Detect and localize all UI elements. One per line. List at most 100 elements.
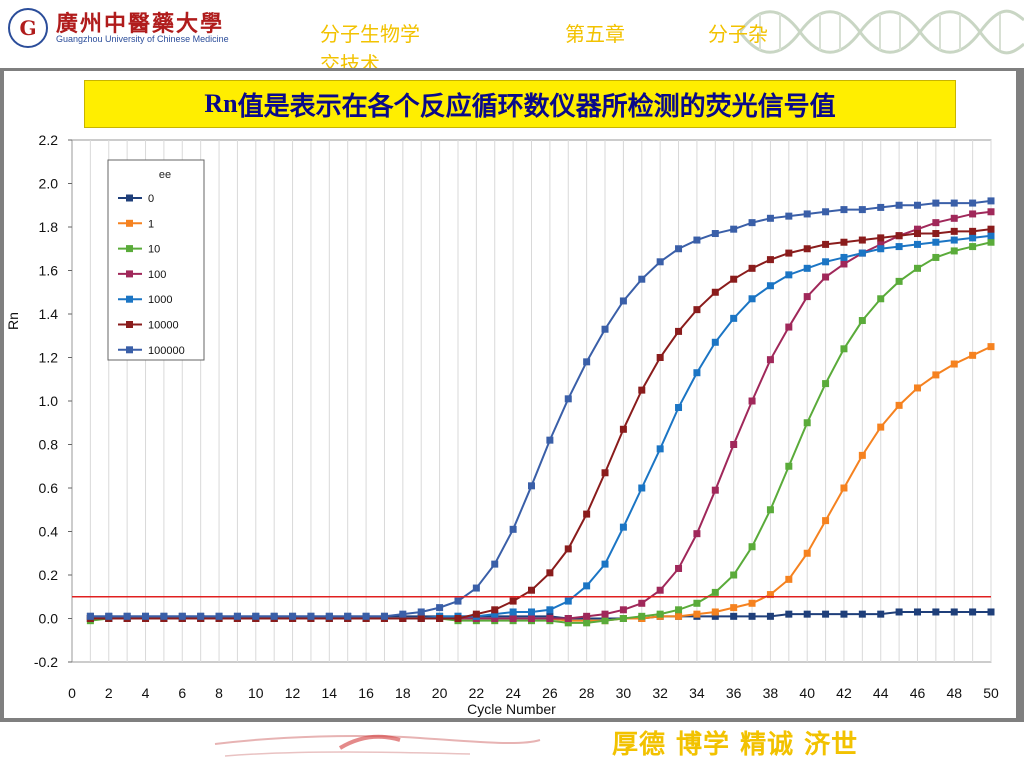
y-tick-label: 1.0: [39, 393, 59, 409]
data-point-100000: [803, 210, 811, 218]
x-tick-label: 32: [652, 685, 668, 701]
data-point-0: [711, 612, 719, 620]
data-point-100000: [160, 612, 168, 620]
data-point-0: [987, 608, 995, 616]
data-point-1000: [656, 445, 664, 453]
data-point-1: [877, 423, 885, 431]
data-point-10000: [711, 288, 719, 296]
y-tick-label: 0.8: [39, 437, 59, 453]
data-point-0: [803, 610, 811, 618]
data-point-100000: [987, 197, 995, 205]
data-point-100000: [766, 214, 774, 222]
data-point-100000: [436, 604, 444, 612]
x-tick-label: 30: [616, 685, 632, 701]
data-point-100000: [546, 436, 554, 444]
data-point-1000: [895, 243, 903, 251]
data-point-1000: [932, 238, 940, 246]
x-tick-label: 38: [763, 685, 779, 701]
x-tick-label: 18: [395, 685, 411, 701]
data-point-10: [803, 419, 811, 427]
data-point-100: [803, 293, 811, 301]
data-point-1000: [969, 234, 977, 242]
university-emblem-icon: G: [8, 8, 48, 48]
x-tick-label: 36: [726, 685, 742, 701]
chapter-label: 第五章: [565, 22, 625, 46]
data-point-10: [730, 571, 738, 579]
data-point-1000: [619, 523, 627, 531]
data-point-1: [840, 484, 848, 492]
data-point-100: [656, 586, 664, 594]
data-point-1000: [987, 232, 995, 240]
y-tick-label: -0.2: [34, 654, 58, 670]
data-point-1000: [675, 404, 683, 412]
data-point-100000: [289, 612, 297, 620]
data-point-100000: [252, 612, 260, 620]
legend-swatch-marker: [126, 194, 133, 202]
data-point-100: [987, 208, 995, 216]
data-point-100000: [454, 597, 462, 605]
data-point-100: [711, 486, 719, 494]
data-point-100: [877, 240, 885, 248]
slide-title-prefix: Rn: [204, 89, 238, 118]
data-point-0: [840, 610, 848, 618]
data-point-10: [895, 277, 903, 285]
data-point-10: [858, 317, 866, 325]
data-point-100000: [564, 395, 572, 403]
data-point-100000: [656, 258, 664, 266]
x-tick-label: 28: [579, 685, 595, 701]
brush-stroke-decoration-icon: [214, 734, 541, 757]
data-point-1: [730, 604, 738, 612]
data-point-100: [785, 323, 793, 331]
data-point-10000: [399, 615, 407, 622]
legend-label: 1000: [148, 294, 172, 306]
data-point-100000: [913, 201, 921, 209]
x-tick-label: 24: [505, 685, 521, 701]
data-point-1000: [858, 249, 866, 257]
data-point-1000: [693, 369, 701, 377]
data-point-1000: [785, 271, 793, 279]
y-tick-label: 0.0: [39, 611, 59, 627]
data-point-1: [693, 610, 701, 618]
legend-swatch-marker: [126, 321, 133, 328]
data-point-0: [785, 610, 793, 618]
data-point-100000: [417, 608, 425, 616]
data-point-1: [766, 591, 774, 599]
data-point-10000: [546, 569, 554, 577]
data-point-10000: [950, 227, 958, 235]
y-tick-label: 0.2: [39, 567, 59, 583]
data-point-100000: [877, 203, 885, 211]
legend-swatch-marker: [126, 219, 133, 227]
x-tick-label: 16: [358, 685, 374, 701]
data-point-100: [564, 615, 572, 622]
y-tick-label: 0.4: [39, 524, 59, 540]
data-point-1: [895, 401, 903, 409]
x-tick-label: 22: [469, 685, 485, 701]
data-point-100: [822, 273, 830, 281]
data-point-10000: [601, 469, 609, 477]
data-point-100000: [178, 612, 186, 620]
data-point-10000: [766, 256, 774, 264]
data-point-10000: [436, 615, 444, 622]
data-point-10000: [840, 238, 848, 246]
y-axis-label: Rn: [5, 312, 21, 330]
chapter-topic: 分子杂: [708, 22, 768, 46]
data-point-100: [675, 564, 683, 572]
data-point-1: [803, 549, 811, 557]
data-point-100000: [325, 612, 333, 620]
data-point-10: [601, 617, 609, 625]
data-point-100000: [142, 612, 150, 620]
x-tick-label: 44: [873, 685, 889, 701]
data-point-10: [711, 588, 719, 596]
data-point-1000: [711, 338, 719, 346]
data-point-100000: [472, 584, 480, 592]
data-point-100: [583, 612, 591, 620]
data-point-1000: [822, 258, 830, 266]
data-point-10: [987, 238, 995, 246]
data-point-100: [748, 397, 756, 405]
data-point-100000: [86, 612, 94, 620]
data-point-10000: [583, 510, 591, 518]
y-tick-label: 1.2: [39, 350, 59, 366]
data-point-1000: [546, 606, 554, 614]
data-point-10000: [693, 306, 701, 314]
data-point-100000: [969, 199, 977, 207]
